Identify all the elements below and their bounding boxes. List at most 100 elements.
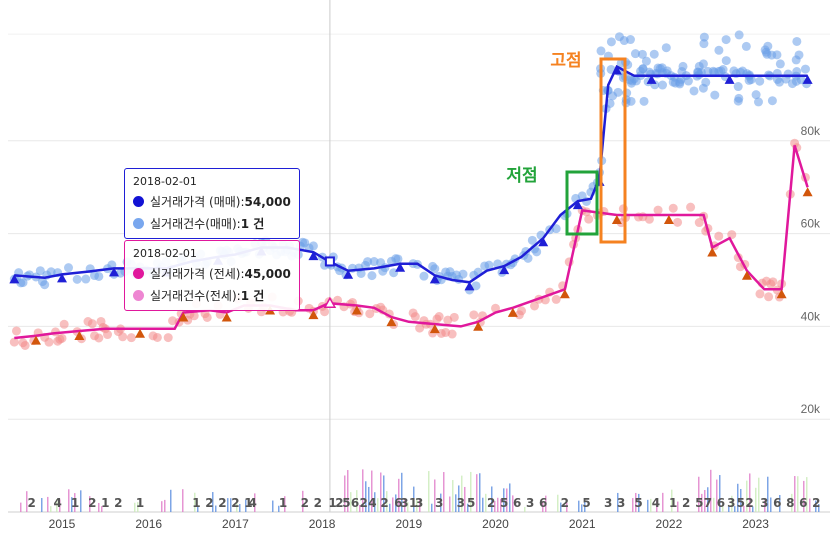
volume-bar <box>428 471 430 512</box>
volume-bar <box>452 480 454 512</box>
volume-bar <box>431 503 433 512</box>
x-tick-label: 2017 <box>222 517 249 531</box>
sale-count-dot <box>523 253 533 263</box>
sale-count-dot <box>356 268 366 278</box>
sale-count-dot <box>363 257 373 267</box>
jeonse-count-dot <box>653 205 663 215</box>
volume-bar <box>797 476 799 512</box>
volume-bar <box>356 490 358 512</box>
volume-bar <box>485 493 487 512</box>
volume-bar <box>47 496 49 512</box>
sale-count-dot <box>661 43 671 53</box>
jeonse-trade-marker <box>776 289 787 299</box>
sale-count-dot <box>721 56 731 66</box>
low-point-label: 저점 <box>506 166 537 186</box>
jeonse-count-dot <box>530 301 540 311</box>
sale-count-dot <box>419 271 429 281</box>
volume-bar <box>578 500 580 512</box>
volume-bar <box>710 469 712 512</box>
jeonse-trade-marker <box>802 187 813 197</box>
volume-bar <box>818 504 820 512</box>
jeonse-count-dot <box>584 214 594 224</box>
volume-bar <box>449 496 451 512</box>
sale-trade-marker <box>429 274 440 284</box>
volume-count-label: 5 <box>342 496 350 510</box>
volume-count-label: 5 <box>582 496 590 510</box>
jeonse-count-dot <box>755 289 765 299</box>
sale-count-dot <box>741 41 751 51</box>
sale-count-dot <box>649 49 659 59</box>
sale-count-dot <box>683 76 693 86</box>
sale-trade-marker <box>464 281 475 291</box>
volume-bar <box>509 483 511 512</box>
sale-count-dot <box>484 260 494 270</box>
volume-bar <box>713 497 715 512</box>
volume-bar <box>347 470 349 512</box>
volume-bar <box>779 495 781 512</box>
high-point-label: 고점 <box>550 51 581 71</box>
volume-bar <box>458 485 460 512</box>
jeonse-trade-marker <box>74 331 85 341</box>
volume-count-label: 2 <box>27 496 35 510</box>
jeonse-trade-marker <box>308 310 319 320</box>
jeonse-trade-marker <box>221 312 232 322</box>
jeonse-count-value: 1 건 <box>240 289 265 303</box>
volume-bar <box>719 475 721 512</box>
volume-bar <box>635 492 637 512</box>
jeonse-count-dot <box>152 332 162 342</box>
volume-bar <box>272 500 274 512</box>
volume-count-label: 3 <box>415 496 423 510</box>
volume-bar <box>758 477 760 512</box>
jeonse-count-dot <box>44 337 54 347</box>
volume-bar <box>161 501 163 512</box>
volume-bar <box>137 502 139 512</box>
x-tick-label: 2018 <box>309 517 336 531</box>
sale-count-dot <box>458 269 468 279</box>
volume-count-label: 1 <box>409 496 417 510</box>
volume-bar <box>707 487 709 512</box>
jeonse-trade-marker <box>429 324 440 334</box>
sale-count-dot <box>72 274 82 284</box>
sale-count-dot <box>94 271 104 281</box>
jeonse-count-dot <box>118 332 128 342</box>
sale-count-dot <box>772 74 782 84</box>
volume-count-label: 5 <box>737 496 745 510</box>
sale-trade-marker <box>343 269 354 279</box>
sale-count-dot <box>64 263 74 273</box>
volume-bar <box>392 497 394 512</box>
volume-bar <box>476 474 478 512</box>
jeonse-trade-marker <box>135 328 146 338</box>
volume-bar <box>407 502 409 512</box>
jeonse-count-dot <box>415 323 425 333</box>
sale-trade-marker <box>572 200 583 210</box>
volume-bar <box>467 503 469 512</box>
volume-count-label: 1 <box>328 496 336 510</box>
volume-bar <box>20 502 22 512</box>
tooltip-sale-date: 2018-02-01 <box>133 175 197 188</box>
jeonse-trade-marker <box>351 305 362 315</box>
volume-bar <box>443 472 445 512</box>
volume-count-label: 2 <box>314 496 322 510</box>
tooltip-sale: 2018-02-01 실거래가격 (매매): 54,000 실거래건수(매매):… <box>124 168 300 239</box>
jeonse-trade-marker <box>386 317 397 327</box>
sale-trade-marker <box>802 74 813 84</box>
volume-bar <box>359 505 361 512</box>
volume-bar <box>545 495 547 512</box>
jeonse-trade-marker <box>507 307 518 317</box>
volume-bar <box>395 494 397 512</box>
jeonse-price-value: 45,000 <box>244 266 291 281</box>
jeonse-trade-marker <box>611 215 622 225</box>
volume-bar <box>482 497 484 512</box>
volume-bar <box>698 476 700 512</box>
sale-trade-marker <box>395 262 406 272</box>
sale-count-dot <box>733 96 743 106</box>
volume-count-label: 1 <box>279 496 287 510</box>
volume-bar <box>197 506 199 512</box>
volume-bar <box>212 492 214 512</box>
y-tick-label: 20k <box>801 402 821 416</box>
sale-count-dot <box>791 55 801 65</box>
jeonse-count-dot <box>469 310 479 320</box>
volume-bar <box>722 506 724 512</box>
jeonse-count-dot <box>618 204 628 214</box>
volume-count-label: 3 <box>727 496 735 510</box>
